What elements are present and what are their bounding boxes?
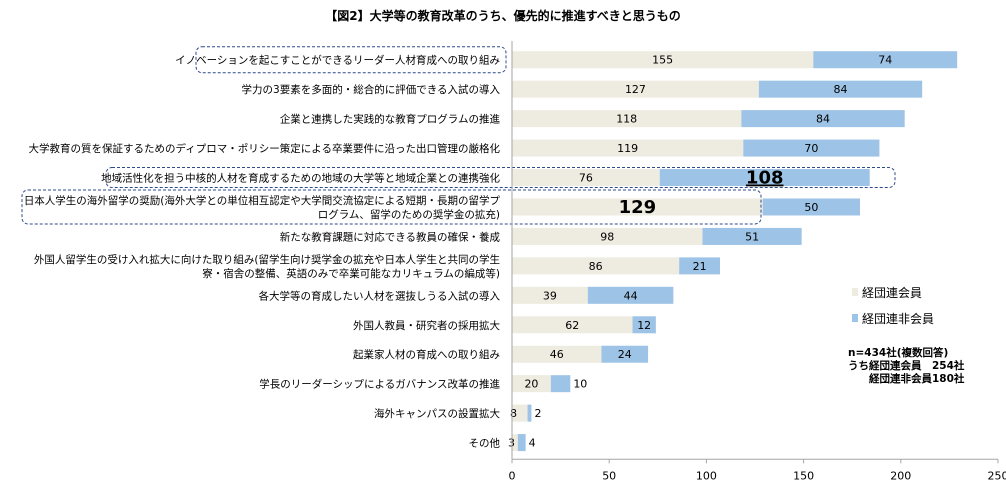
- legend-label-1: 経団連非会員: [862, 312, 934, 326]
- data-label-non-member-9: 12: [637, 319, 651, 332]
- x-tick-label-4: 200: [890, 469, 911, 482]
- data-label-member-6: 98: [600, 230, 614, 243]
- category-label-6: 新たな教育課題に対応できる教員の確保・養成: [280, 230, 501, 243]
- x-tick-label-5: 250: [988, 469, 1006, 482]
- bar-member-2: [512, 110, 742, 128]
- bar-non-member-7: [679, 257, 721, 275]
- bar-member-3: [512, 139, 744, 157]
- category-label-10: 起業家人材の育成への取り組み: [353, 348, 500, 361]
- category-label-3: 大学教育の質を保証するためのディプロマ・ポリシー策定による卒業要件に沿った出口管…: [29, 142, 501, 155]
- data-label-member-11: 20: [524, 378, 538, 391]
- data-label-member-9: 62: [565, 319, 579, 332]
- bar-member-9: [512, 316, 633, 334]
- data-label-member-4: 76: [579, 172, 593, 185]
- data-label-member-3: 119: [617, 142, 638, 155]
- x-axis: 0 50 100 150 200 250: [509, 41, 1006, 482]
- category-label-11: 学長のリーダーシップによるガバナンス改革の推進: [259, 378, 500, 391]
- data-label-member-1: 127: [625, 83, 646, 96]
- legend-label-0: 経団連会員: [862, 286, 922, 300]
- bar-member-11: [512, 375, 551, 393]
- category-label-12: 海外キャンパスの設置拡大: [374, 407, 500, 420]
- bar-non-member-13: [517, 434, 526, 452]
- bar-member-0: [512, 51, 814, 69]
- category-label-4: 地域活性化を担う中核的人材を育成するための地域の大学等と地域企業との連携強化: [101, 172, 500, 185]
- category-label-0: イノベーションを起こすことができるリーダー人材育成への取り組み: [175, 54, 500, 67]
- data-label-member-5: 129: [619, 197, 657, 218]
- bar-member-8: [512, 286, 588, 304]
- bar-member-10: [512, 345, 602, 363]
- x-tick-label-2: 100: [696, 469, 717, 482]
- bar-non-member-8: [587, 286, 674, 304]
- category-label-9: 外国人教員・研究者の採用拡大: [353, 319, 500, 332]
- data-label-non-member-13: 4: [529, 437, 536, 450]
- data-label-non-member-10: 24: [618, 348, 632, 361]
- data-label-non-member-7: 21: [693, 260, 707, 273]
- data-label-non-member-0: 74: [878, 54, 892, 67]
- data-label-non-member-1: 84: [834, 83, 848, 96]
- data-label-member-0: 155: [652, 54, 673, 67]
- x-tick-label-0: 0: [509, 469, 516, 482]
- bar-non-member-6: [702, 227, 802, 245]
- data-label-non-member-3: 70: [804, 142, 818, 155]
- bar-member-5: [512, 198, 763, 216]
- data-label-non-member-12: 2: [534, 407, 541, 420]
- highlight-box-4: [105, 167, 896, 189]
- bar-non-member-9: [632, 316, 656, 334]
- data-label-member-12: 8: [510, 407, 517, 420]
- bar-member-13: [512, 434, 518, 452]
- category-label-5-line-1: ログラム、留学のための奨学金の拡充): [318, 208, 500, 221]
- category-label-7-line-1: 寮・宿舎の整備、英語のみで卒業可能なカリキュラムの編成等): [202, 267, 500, 280]
- bar-member-4: [512, 169, 660, 187]
- bar-non-member-5: [762, 198, 860, 216]
- category-label-1: 学力の3要素を多面的・総合的に評価できる入試の導入: [242, 83, 501, 96]
- sample-note: n=434社(複数回答)うち経団連会員 254社 経団連非会員180社: [848, 346, 965, 385]
- data-label-non-member-4: 108: [746, 168, 784, 189]
- bar-non-member-0: [813, 51, 958, 69]
- highlight-box-5: [21, 189, 762, 225]
- category-labels: イノベーションを起こすことができるリーダー人材育成への取り組み学力の3要素を多面…: [24, 54, 501, 450]
- data-label-non-member-6: 51: [745, 230, 759, 243]
- data-label-member-2: 118: [616, 113, 637, 126]
- category-label-2: 企業と連携した実践的な教育プログラムの推進: [280, 113, 501, 126]
- data-label-member-7: 86: [589, 260, 603, 273]
- note-line-1: うち経団連会員 254社: [848, 359, 965, 372]
- legend-swatch-1: [852, 314, 858, 322]
- bar-non-member-11: [550, 375, 571, 393]
- note-line-2: 経団連非会員180社: [848, 372, 965, 385]
- bar-non-member-2: [741, 110, 905, 128]
- data-label-member-8: 39: [543, 289, 557, 302]
- bar-non-member-4: [659, 169, 870, 187]
- note-line-0: n=434社(複数回答): [848, 346, 948, 359]
- chart-title: 【図2】大学等の教育改革のうち、優先的に推進すべきと思うもの: [325, 8, 681, 23]
- x-tick-label-3: 150: [793, 469, 814, 482]
- data-label-non-member-8: 44: [624, 289, 638, 302]
- bar-member-12: [512, 404, 528, 422]
- bar-member-1: [512, 80, 759, 98]
- category-label-8: 各大学等の育成したい人材を選抜しうる入試の導入: [259, 289, 501, 302]
- bar-member-7: [512, 257, 680, 275]
- bar-non-member-1: [758, 80, 923, 98]
- category-label-13: その他: [469, 437, 501, 450]
- category-label-7-line-0: 外国人留学生の受け入れ拡大に向けた取り組み(留学生向け奨学金の拡充や日本人学生と…: [34, 253, 500, 266]
- category-label-5-line-0: 日本人学生の海外留学の奨励(海外大学との単位相互認定や大学間交流協定による短期・…: [24, 194, 501, 207]
- bar-non-member-12: [527, 404, 532, 422]
- data-label-non-member-11: 10: [573, 378, 587, 391]
- data-label-non-member-2: 84: [816, 113, 830, 126]
- bar-non-member-3: [743, 139, 880, 157]
- data-label-non-member-5: 50: [804, 201, 818, 214]
- legend-swatch-0: [852, 288, 858, 296]
- x-tick-label-1: 50: [602, 469, 616, 482]
- data-label-member-10: 46: [550, 348, 564, 361]
- bar-member-6: [512, 227, 703, 245]
- bar-non-member-10: [601, 345, 649, 363]
